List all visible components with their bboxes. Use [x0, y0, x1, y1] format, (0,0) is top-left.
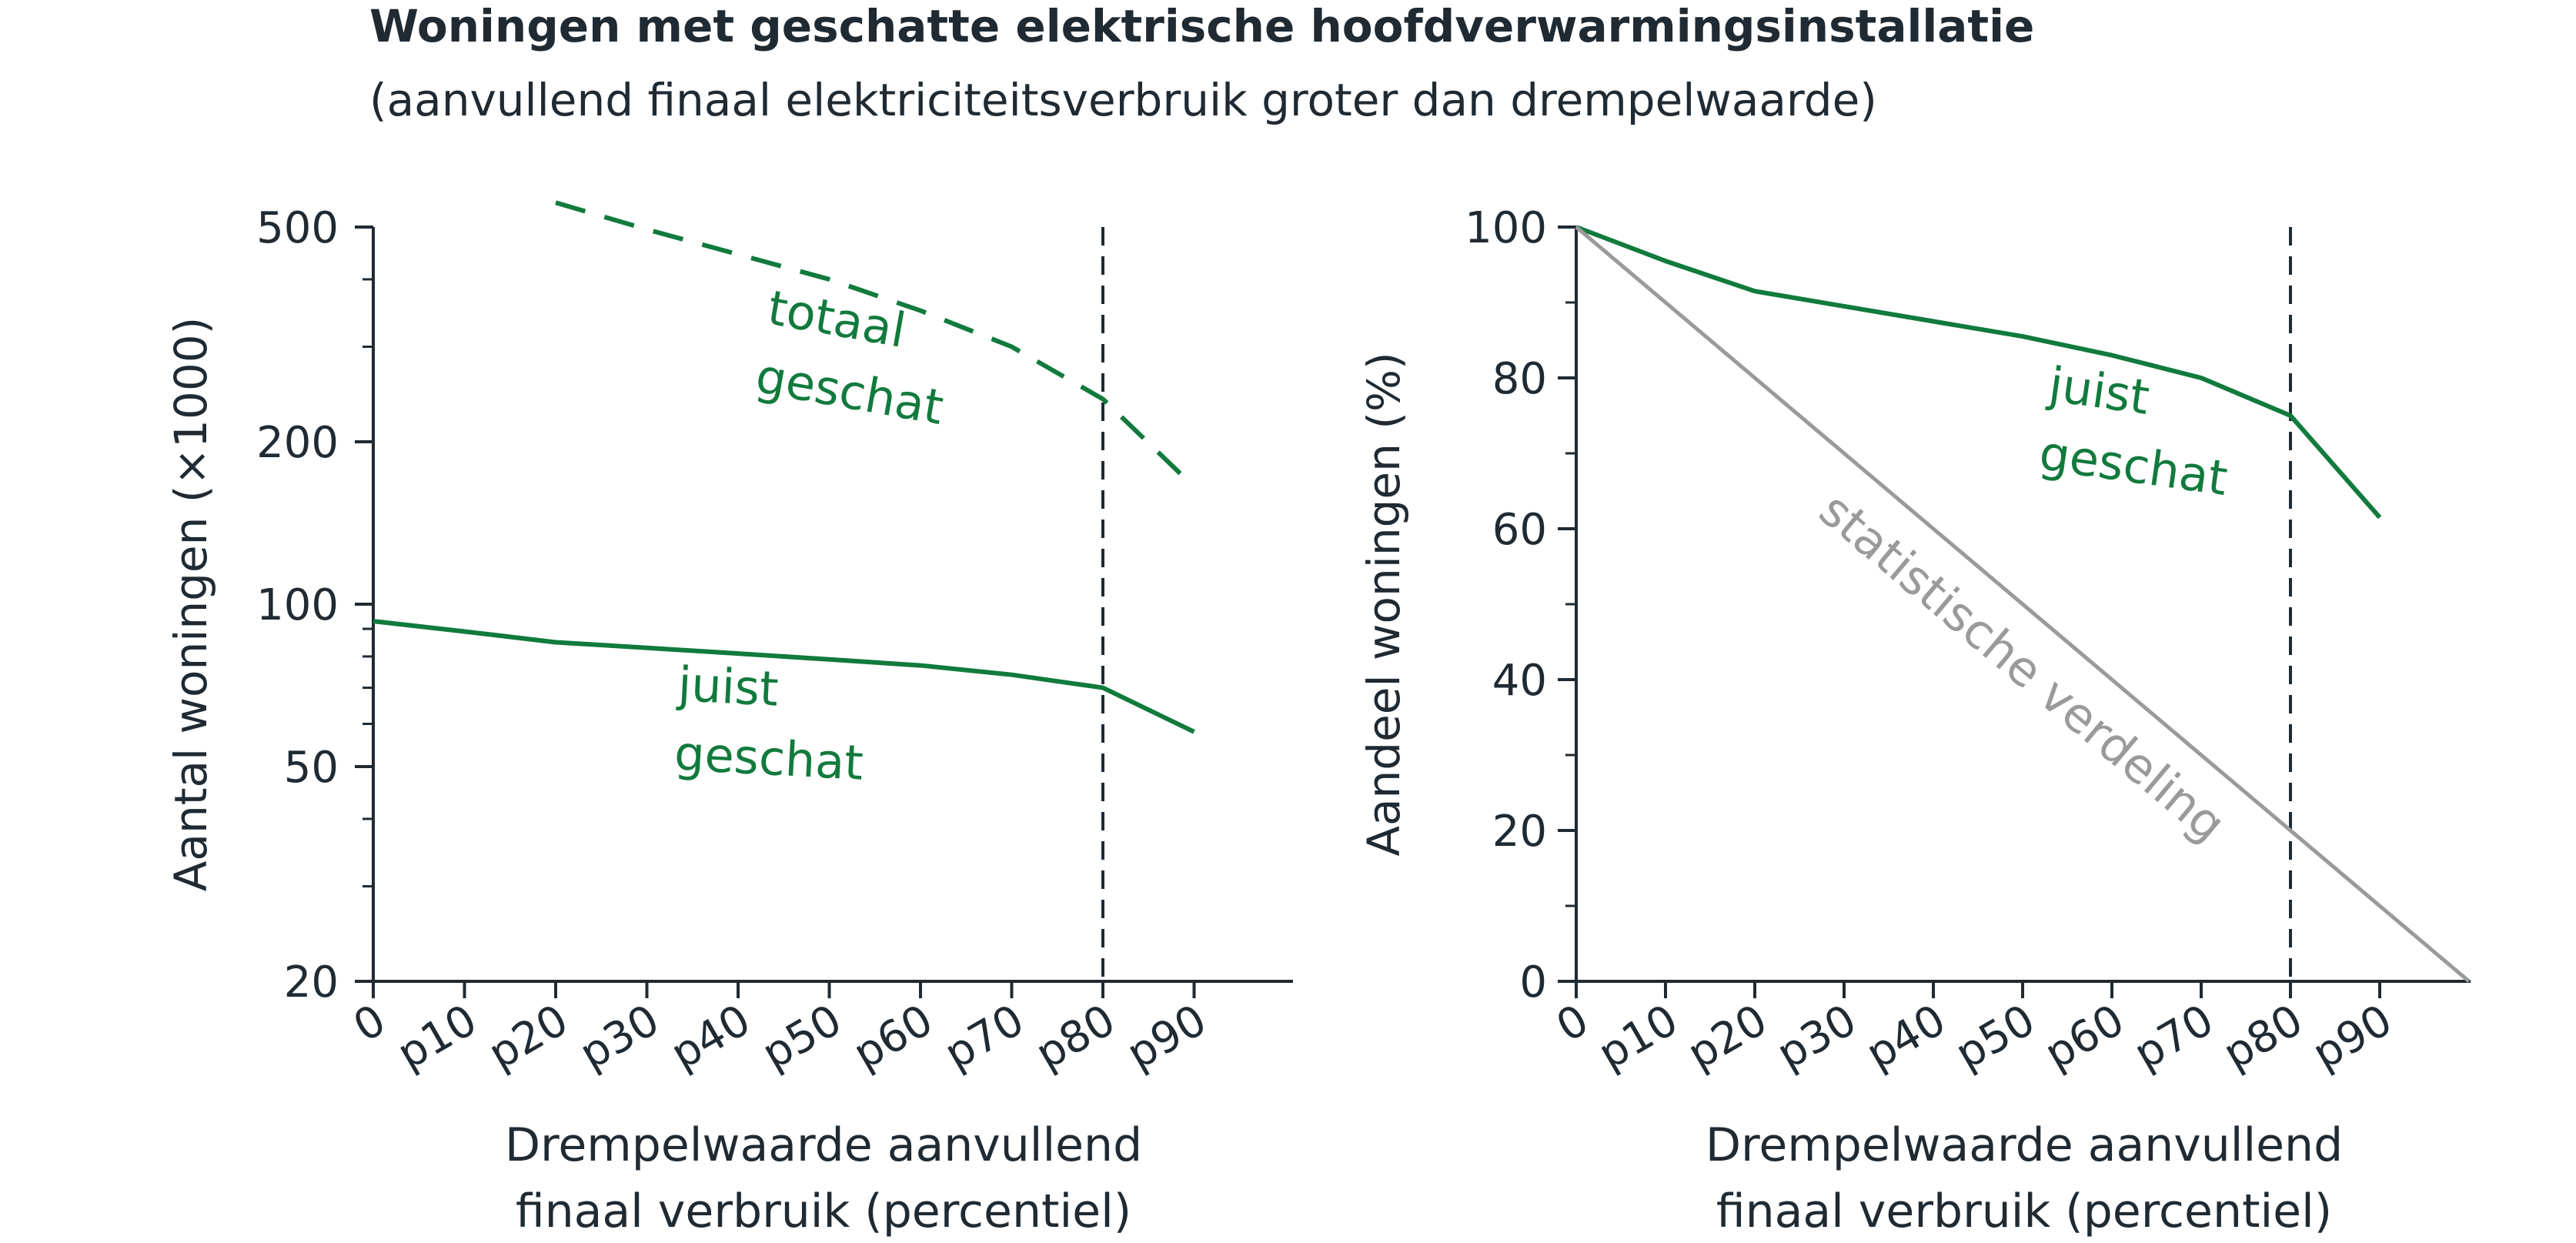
x-tick-label: p60	[845, 995, 941, 1080]
y-axis-label: Aandeel woningen (%)	[1358, 352, 1410, 856]
series-label: geschat	[2036, 425, 2230, 506]
x-tick-label: p80	[1027, 995, 1124, 1080]
y-tick-label: 20	[284, 957, 339, 1007]
x-tick-label: p90	[2304, 995, 2401, 1080]
x-tick-label: p10	[389, 995, 485, 1080]
series-label: juist	[675, 656, 780, 717]
x-axis-label: Drempelwaarde aanvullend	[505, 1118, 1142, 1172]
x-tick-label: p60	[2036, 995, 2133, 1080]
y-tick-label: 50	[284, 743, 339, 793]
y-tick-label: 200	[256, 418, 339, 468]
series-label: juist	[2044, 356, 2153, 426]
x-tick-label: 0	[346, 995, 394, 1052]
x-tick-label: p30	[1769, 995, 1865, 1080]
y-tick-label: 80	[1492, 354, 1547, 404]
x-tick-label: p50	[1947, 995, 2043, 1080]
x-axis-label: finaal verbruik (percentiel)	[516, 1185, 1131, 1238]
series-label: geschat	[673, 725, 865, 791]
x-tick-label: p50	[753, 995, 850, 1080]
x-tick-label: p90	[1118, 995, 1214, 1080]
x-tick-label: p70	[936, 995, 1032, 1080]
chart-subtitle: (aanvullend finaal elektriciteitsverbrui…	[369, 74, 1877, 126]
chart-title: Woningen met geschatte elektrische hoofd…	[369, 0, 2035, 52]
x-tick-label: p20	[480, 995, 576, 1080]
x-tick-label: p70	[2126, 995, 2222, 1080]
series-line-juist-geschat	[373, 619, 1195, 734]
y-tick-label: 100	[256, 580, 339, 630]
y-tick-label: 100	[1465, 203, 1547, 253]
y-tick-label: 60	[1492, 505, 1547, 555]
series-label: geschat	[752, 348, 947, 436]
y-tick-label: 20	[1492, 807, 1547, 857]
x-tick-label: p20	[1679, 995, 1776, 1080]
y-tick-label: 500	[256, 203, 339, 253]
y-tick-label: 0	[1519, 957, 1547, 1007]
y-axis-label: Aantal woningen (×1000)	[165, 317, 217, 892]
series-label: statistische verdeling	[1809, 482, 2236, 853]
x-axis-label: Drempelwaarde aanvullend	[1706, 1118, 2343, 1172]
y-tick-label: 40	[1492, 656, 1547, 706]
series-line-juist-geschat	[1575, 225, 2382, 520]
x-tick-label: 0	[1549, 995, 1597, 1052]
x-tick-label: p10	[1590, 995, 1686, 1080]
series-label: totaal	[763, 279, 910, 359]
series-line-totaal-geschat	[555, 200, 1196, 489]
x-tick-label: p40	[1858, 995, 1954, 1080]
x-axis-label: finaal verbruik (percentiel)	[1716, 1185, 2332, 1238]
x-tick-label: p40	[663, 995, 759, 1080]
series-line-statistische-verdeling	[1575, 226, 2471, 983]
x-tick-label: p30	[571, 995, 667, 1080]
x-tick-label: p80	[2215, 995, 2311, 1080]
